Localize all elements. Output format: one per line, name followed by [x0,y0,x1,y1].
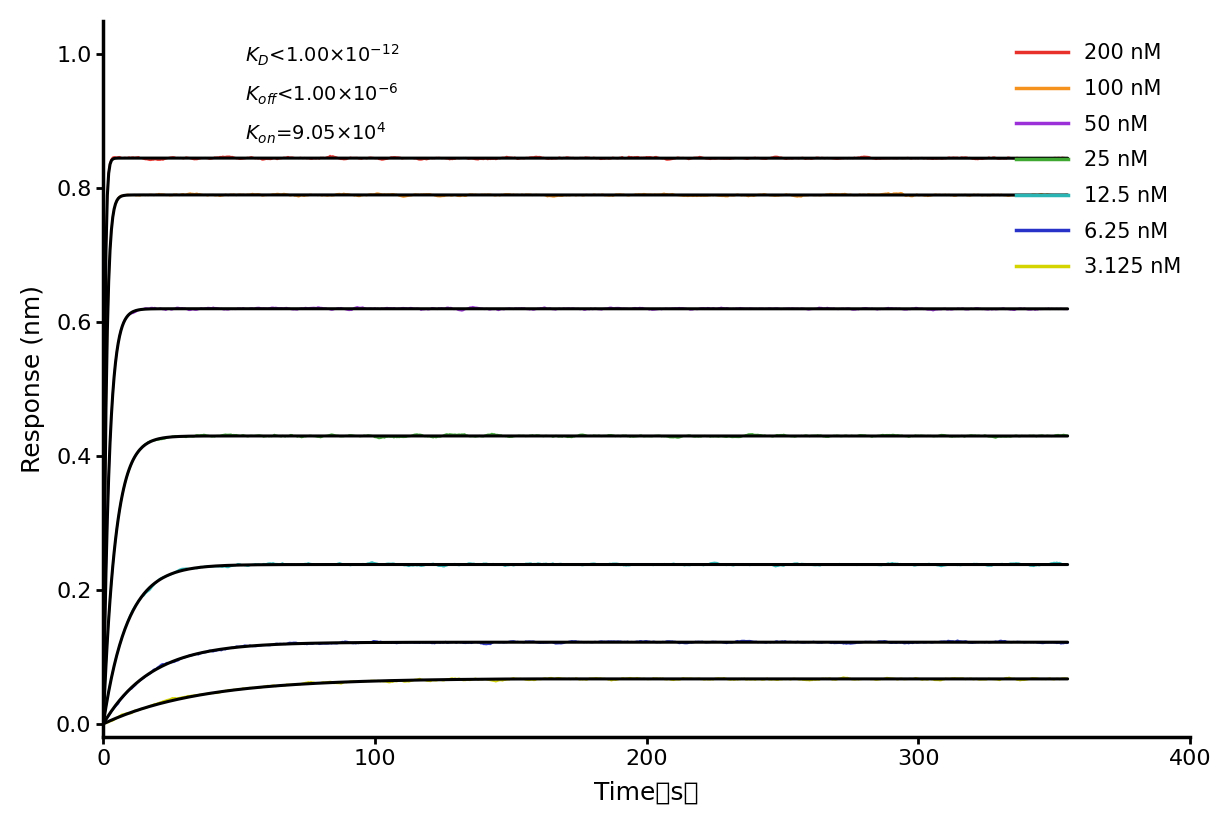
Y-axis label: Response (nm): Response (nm) [21,285,44,473]
Legend: 200 nM, 100 nM, 50 nM, 25 nM, 12.5 nM, 6.25 nM, 3.125 nM: 200 nM, 100 nM, 50 nM, 25 nM, 12.5 nM, 6… [1008,35,1190,285]
Text: $K_D$<1.00×10$^{-12}$
$K_{off}$<1.00×10$^{-6}$
$K_{on}$=9.05×10$^4$: $K_D$<1.00×10$^{-12}$ $K_{off}$<1.00×10$… [244,42,399,145]
X-axis label: Time（s）: Time（s） [594,780,699,804]
